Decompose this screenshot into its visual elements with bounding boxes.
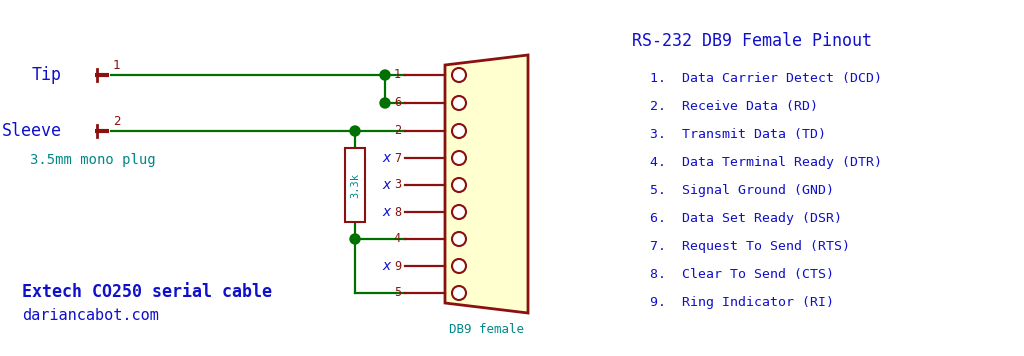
Circle shape <box>452 205 466 219</box>
Text: 5.  Signal Ground (GND): 5. Signal Ground (GND) <box>650 184 834 197</box>
Circle shape <box>452 96 466 110</box>
Text: RS-232 DB9 Female Pinout: RS-232 DB9 Female Pinout <box>632 32 872 50</box>
Text: Tip: Tip <box>32 66 62 84</box>
Text: DB9 female: DB9 female <box>449 323 524 336</box>
Text: 3.5mm mono plug: 3.5mm mono plug <box>30 153 156 167</box>
Text: 3.3k: 3.3k <box>350 173 360 198</box>
Circle shape <box>452 259 466 273</box>
Text: 3.  Transmit Data (TD): 3. Transmit Data (TD) <box>650 128 826 141</box>
Text: 6.  Data Set Ready (DSR): 6. Data Set Ready (DSR) <box>650 212 842 225</box>
Text: 4: 4 <box>394 232 401 246</box>
Circle shape <box>350 126 360 136</box>
Polygon shape <box>445 55 528 313</box>
Circle shape <box>452 232 466 246</box>
Text: x: x <box>383 151 391 165</box>
Text: 1: 1 <box>113 59 121 72</box>
Text: Extech CO250 serial cable: Extech CO250 serial cable <box>22 283 272 301</box>
Bar <box>345 148 365 222</box>
Circle shape <box>452 124 466 138</box>
Circle shape <box>452 178 466 192</box>
Text: 4.  Data Terminal Ready (DTR): 4. Data Terminal Ready (DTR) <box>650 156 882 169</box>
Text: Sleeve: Sleeve <box>2 122 62 140</box>
Text: x: x <box>383 205 391 219</box>
Circle shape <box>452 151 466 165</box>
Text: 1.  Data Carrier Detect (DCD): 1. Data Carrier Detect (DCD) <box>650 72 882 85</box>
Circle shape <box>380 98 390 108</box>
Text: 2.  Receive Data (RD): 2. Receive Data (RD) <box>650 100 818 113</box>
Text: 5: 5 <box>394 287 401 299</box>
Text: 3: 3 <box>394 178 401 192</box>
Circle shape <box>452 286 466 300</box>
Text: 9: 9 <box>394 260 401 272</box>
Text: 6: 6 <box>394 96 401 110</box>
Text: 9.  Ring Indicator (RI): 9. Ring Indicator (RI) <box>650 296 834 309</box>
Text: 8.  Clear To Send (CTS): 8. Clear To Send (CTS) <box>650 268 834 281</box>
Text: x: x <box>383 178 391 192</box>
Text: 8: 8 <box>394 205 401 219</box>
Text: dariancabot.com: dariancabot.com <box>22 308 159 323</box>
Text: 2: 2 <box>113 115 121 128</box>
Text: 1: 1 <box>394 68 401 82</box>
Text: x: x <box>383 259 391 273</box>
Circle shape <box>380 70 390 80</box>
Text: 7: 7 <box>394 152 401 164</box>
Text: 7.  Request To Send (RTS): 7. Request To Send (RTS) <box>650 240 850 253</box>
Circle shape <box>452 68 466 82</box>
Circle shape <box>350 234 360 244</box>
Text: 2: 2 <box>394 125 401 137</box>
